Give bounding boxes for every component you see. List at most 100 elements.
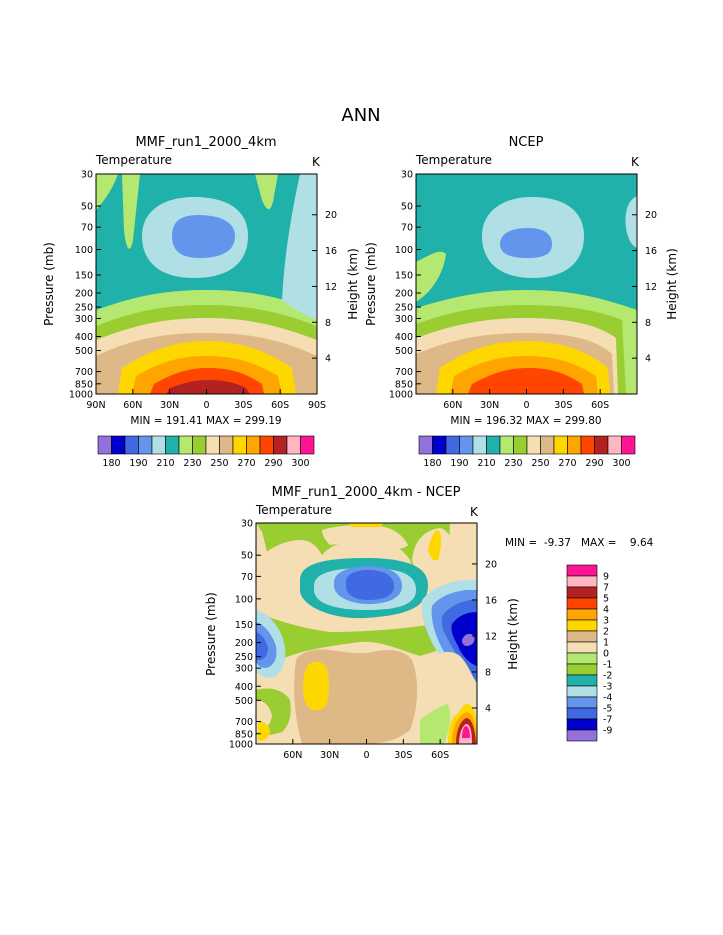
colorbar-label: 230 bbox=[504, 458, 522, 469]
pressure-tick-label: 500 bbox=[395, 346, 413, 357]
mmf-band-sh-stratos-tongue bbox=[255, 174, 278, 210]
colorbar-label: 210 bbox=[477, 458, 495, 469]
mmf-band-nh-stratos-tongue bbox=[122, 174, 140, 249]
latitude-tick-label: 0 bbox=[203, 400, 209, 411]
diff-gold-right bbox=[428, 530, 441, 561]
legend-swatch bbox=[566, 718, 598, 731]
colorbar-label: 190 bbox=[450, 458, 468, 469]
pressure-tick-label: 200 bbox=[75, 289, 93, 300]
colorbar-label: 250 bbox=[210, 458, 228, 469]
mmf-band-low-stratos bbox=[96, 174, 118, 210]
panel-mmf: MMF_run1_2000_4km Temperature K 30 50 70 10… bbox=[42, 135, 360, 469]
panel-ncep-ylabel: Pressure (mb) bbox=[364, 242, 378, 326]
legend-label: 1 bbox=[603, 638, 609, 649]
pressure-tick-label: 300 bbox=[395, 314, 413, 325]
height-tick-label: 4 bbox=[645, 354, 651, 365]
panel-diff-subtitle: Temperature bbox=[255, 503, 332, 517]
legend-swatch bbox=[566, 663, 598, 676]
colorbar-swatch bbox=[273, 435, 288, 455]
diff-warm-hot-bottom-right bbox=[462, 726, 470, 738]
colorbar-swatch bbox=[418, 435, 433, 455]
colorbar-swatch bbox=[553, 435, 568, 455]
legend-swatch bbox=[566, 619, 598, 632]
colorbar-swatch bbox=[286, 435, 301, 455]
latitude-tick-label: 60N bbox=[123, 400, 142, 411]
colorbar-swatch bbox=[246, 435, 261, 455]
page-title: ANN bbox=[341, 105, 380, 126]
latitude-tick-label: 30S bbox=[234, 400, 252, 411]
height-tick-label: 4 bbox=[325, 354, 331, 365]
colorbar-swatch bbox=[445, 435, 460, 455]
pressure-tick-label: 30 bbox=[241, 519, 253, 530]
height-tick-label: 8 bbox=[645, 318, 651, 329]
colorbar-swatch bbox=[594, 435, 609, 455]
panel-mmf-plot bbox=[96, 174, 317, 394]
panel-mmf-title: MMF_run1_2000_4km bbox=[135, 135, 276, 150]
panel-ncep: NCEP Temperature K 305070100150200250300… bbox=[364, 135, 679, 469]
pressure-tick-label: 150 bbox=[235, 620, 253, 631]
diff-green-band-right bbox=[420, 704, 451, 744]
panel-ncep-stats: MIN = 196.32 MAX = 299.80 bbox=[450, 415, 601, 427]
latitude-tick-label: 60S bbox=[591, 400, 609, 411]
pressure-tick-label: 500 bbox=[75, 346, 93, 357]
diff-upper-gold bbox=[348, 523, 384, 527]
panel-mmf-subtitle: Temperature bbox=[95, 153, 172, 167]
legend-label: 3 bbox=[603, 616, 609, 627]
pressure-tick-label: 300 bbox=[235, 664, 253, 675]
latitude-tick-label: 30N bbox=[480, 400, 499, 411]
latitude-tick-label: 30S bbox=[394, 750, 412, 761]
legend-label: 7 bbox=[603, 583, 609, 594]
pressure-tick-label: 100 bbox=[395, 245, 413, 256]
diff-nh-cold-lobe-core bbox=[256, 632, 268, 660]
latitude-tick-label: 60S bbox=[271, 400, 289, 411]
pressure-tick-label: 200 bbox=[235, 638, 253, 649]
pressure-tick-label: 50 bbox=[81, 202, 93, 213]
panel-ncep-plot bbox=[416, 174, 637, 394]
pressure-tick-label: 1000 bbox=[69, 390, 93, 401]
mmf-band-300 bbox=[166, 380, 250, 394]
colorbar-swatch bbox=[165, 435, 180, 455]
pressure-tick-label: 50 bbox=[241, 551, 253, 562]
height-tick-label: 16 bbox=[325, 246, 337, 257]
diff-lower-tan-right-band bbox=[429, 651, 477, 716]
colorbar-label: 180 bbox=[423, 458, 441, 469]
colorbar-swatch bbox=[499, 435, 514, 455]
pressure-tick-label: 100 bbox=[235, 594, 253, 605]
latitude-tick-label: 30N bbox=[320, 750, 339, 761]
pressure-tick-label: 300 bbox=[75, 314, 93, 325]
pressure-tick-label: 70 bbox=[241, 572, 253, 583]
pressure-tick-label: 100 bbox=[75, 245, 93, 256]
legend-swatch bbox=[566, 630, 598, 643]
pressure-tick-label: 400 bbox=[75, 332, 93, 343]
panel-ncep-colorbar: 180 190 210 230 250 270 290 300 bbox=[418, 435, 636, 469]
legend-label: 2 bbox=[603, 627, 609, 638]
panel-mmf-stats: MIN = 191.41 MAX = 299.19 bbox=[130, 415, 281, 427]
diff-lower-gold bbox=[303, 661, 329, 711]
pressure-tick-label: 500 bbox=[235, 696, 253, 707]
pressure-tick-label: 400 bbox=[395, 332, 413, 343]
legend-swatch bbox=[566, 707, 598, 720]
height-tick-label: 8 bbox=[485, 667, 491, 678]
legend-swatch bbox=[566, 608, 598, 621]
colorbar-swatch bbox=[459, 435, 474, 455]
legend-swatch bbox=[566, 652, 598, 665]
colorbar-label: 210 bbox=[156, 458, 174, 469]
pressure-tick-label: 1000 bbox=[229, 740, 253, 751]
ncep-band-nh-green bbox=[416, 251, 446, 302]
colorbar-swatch bbox=[259, 435, 274, 455]
pressure-tick-label: 850 bbox=[75, 379, 93, 390]
latitude-tick-label: 0 bbox=[363, 750, 369, 761]
latitude-tick-label: 60N bbox=[443, 400, 462, 411]
colorbar-swatch bbox=[580, 435, 595, 455]
pressure-tick-label: 700 bbox=[235, 717, 253, 728]
colorbar-swatch bbox=[111, 435, 126, 455]
colorbar-swatch bbox=[232, 435, 247, 455]
latitude-tick-label: 0 bbox=[523, 400, 529, 411]
diff-upper-mid-tan bbox=[322, 525, 408, 549]
colorbar-swatch bbox=[432, 435, 447, 455]
colorbar-swatch bbox=[621, 435, 636, 455]
legend-label: -4 bbox=[603, 693, 612, 704]
